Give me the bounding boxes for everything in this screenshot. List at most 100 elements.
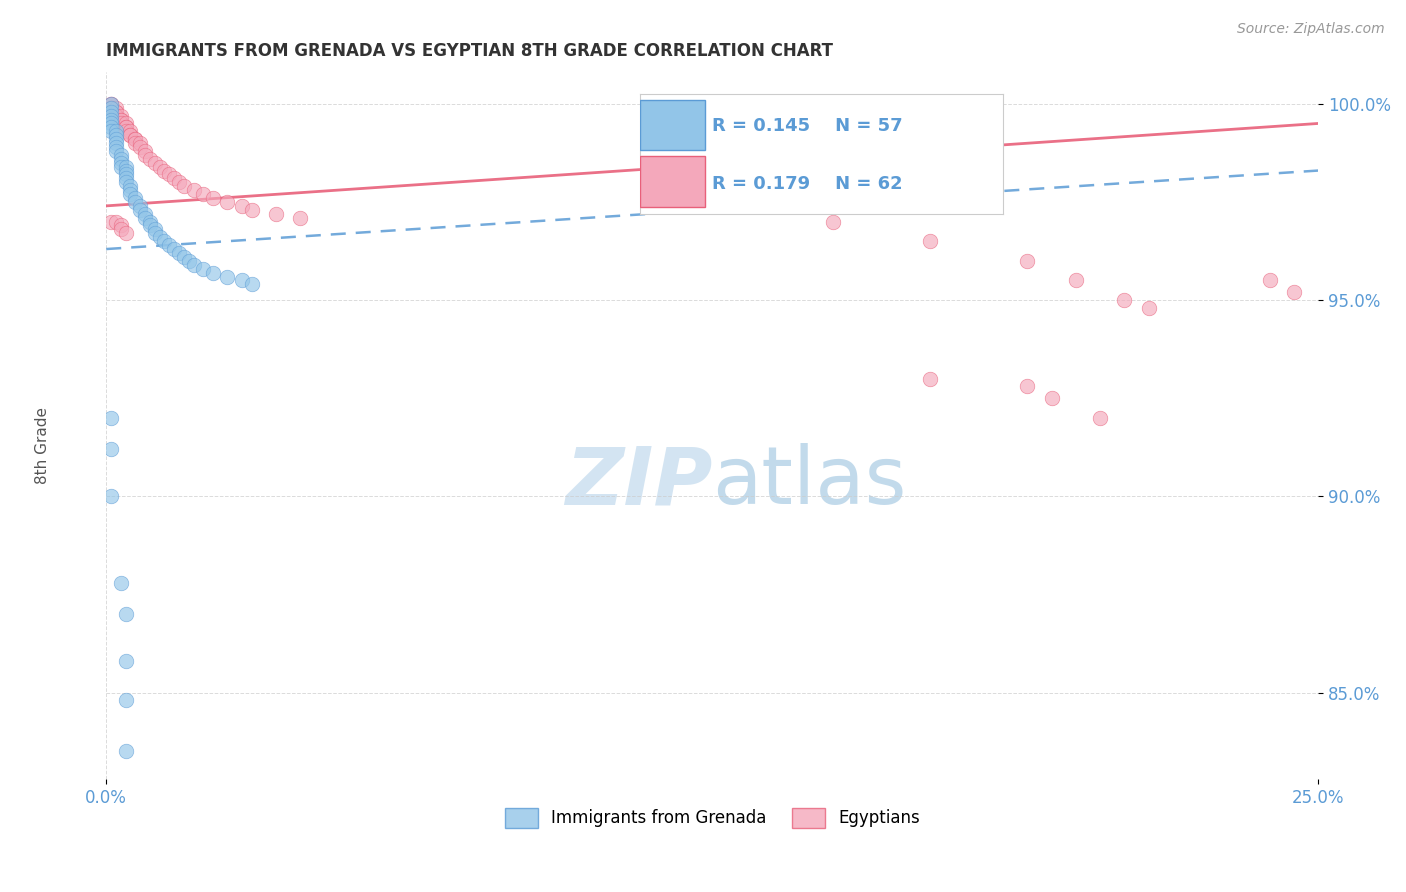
Point xyxy=(920,371,942,385)
Point xyxy=(153,163,176,178)
Point xyxy=(100,214,122,228)
Point xyxy=(143,155,166,169)
Point xyxy=(110,116,132,130)
Text: ZIP: ZIP xyxy=(565,443,713,521)
Point xyxy=(104,104,127,119)
Point xyxy=(100,96,122,111)
Point xyxy=(104,136,127,150)
Point xyxy=(100,410,122,425)
Point xyxy=(110,152,132,166)
Point xyxy=(1017,253,1039,268)
Point xyxy=(100,96,122,111)
Point xyxy=(148,160,170,174)
Point xyxy=(110,155,132,169)
Point xyxy=(114,171,136,186)
Point xyxy=(114,227,136,241)
Point xyxy=(124,194,146,209)
Point xyxy=(114,693,136,707)
Point xyxy=(114,168,136,182)
Point xyxy=(201,266,224,280)
Point xyxy=(114,163,136,178)
Point xyxy=(217,269,239,284)
Point xyxy=(143,227,166,241)
Point xyxy=(104,104,127,119)
Point xyxy=(153,234,176,248)
Point xyxy=(114,175,136,189)
Point xyxy=(173,250,195,264)
Point xyxy=(120,124,142,138)
Point xyxy=(183,183,205,197)
Point xyxy=(177,253,200,268)
Point xyxy=(231,273,253,287)
Point xyxy=(157,238,180,252)
Point xyxy=(1064,273,1087,287)
Point xyxy=(114,120,136,135)
Point xyxy=(1017,379,1039,393)
Point xyxy=(129,136,152,150)
Point xyxy=(100,96,122,111)
Point xyxy=(104,144,127,158)
Point xyxy=(231,199,253,213)
Point xyxy=(1282,285,1305,300)
Point xyxy=(143,222,166,236)
Point xyxy=(129,140,152,154)
Point xyxy=(167,246,190,260)
Point xyxy=(100,101,122,115)
Point xyxy=(124,136,146,150)
Point xyxy=(134,207,156,221)
Point xyxy=(129,199,152,213)
Point xyxy=(193,261,215,276)
Point xyxy=(1040,391,1063,405)
Point xyxy=(288,211,311,225)
Point xyxy=(163,171,186,186)
Text: 8th Grade: 8th Grade xyxy=(35,408,49,484)
Point xyxy=(201,191,224,205)
Point xyxy=(100,109,122,123)
Point xyxy=(100,101,122,115)
Point xyxy=(240,277,263,292)
Point xyxy=(193,187,215,202)
Point xyxy=(110,109,132,123)
Point xyxy=(104,132,127,146)
Point xyxy=(167,175,190,189)
Point xyxy=(124,132,146,146)
Point xyxy=(124,132,146,146)
Point xyxy=(124,191,146,205)
Point xyxy=(100,116,122,130)
Point xyxy=(100,489,122,503)
Point xyxy=(1088,410,1111,425)
Point xyxy=(100,120,122,135)
Point xyxy=(104,124,127,138)
Point xyxy=(114,116,136,130)
Point xyxy=(139,219,162,233)
Point xyxy=(100,104,122,119)
Point xyxy=(139,214,162,228)
Point xyxy=(114,160,136,174)
Point xyxy=(120,183,142,197)
Text: IMMIGRANTS FROM GRENADA VS EGYPTIAN 8TH GRADE CORRELATION CHART: IMMIGRANTS FROM GRENADA VS EGYPTIAN 8TH … xyxy=(107,42,834,60)
Point xyxy=(110,222,132,236)
Point xyxy=(139,152,162,166)
Point xyxy=(110,148,132,162)
Point xyxy=(134,211,156,225)
Point xyxy=(100,112,122,127)
Text: Source: ZipAtlas.com: Source: ZipAtlas.com xyxy=(1237,22,1385,37)
Point xyxy=(110,112,132,127)
Point xyxy=(114,120,136,135)
Point xyxy=(163,242,186,256)
Text: atlas: atlas xyxy=(713,443,907,521)
Point xyxy=(1137,301,1160,315)
Point xyxy=(134,144,156,158)
Point xyxy=(773,132,796,146)
Point xyxy=(148,230,170,244)
Point xyxy=(120,187,142,202)
Point xyxy=(104,109,127,123)
Point xyxy=(240,202,263,217)
Point xyxy=(134,148,156,162)
Point xyxy=(114,607,136,621)
Point xyxy=(920,234,942,248)
Point xyxy=(110,112,132,127)
Point xyxy=(129,202,152,217)
Point xyxy=(120,179,142,194)
Point xyxy=(1258,273,1281,287)
